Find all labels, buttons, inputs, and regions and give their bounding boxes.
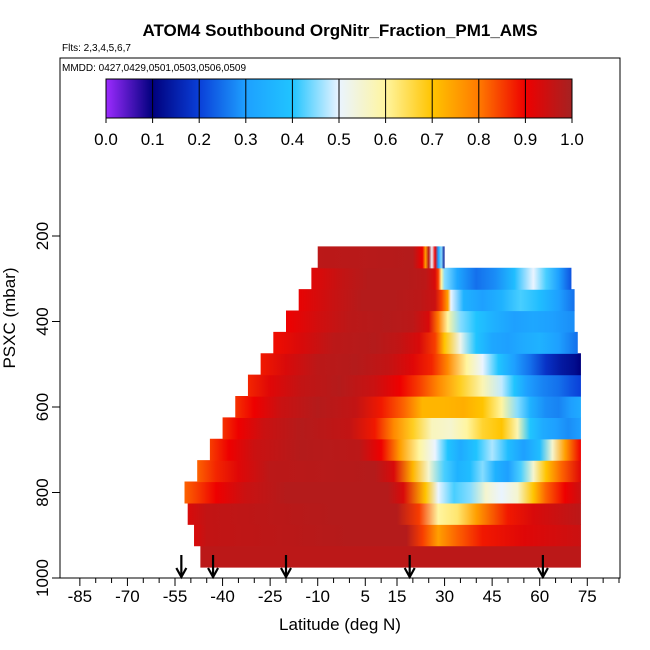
- x-axis-label: Latitude (deg N): [279, 615, 401, 634]
- profile-marker-arrowhead: [403, 567, 416, 580]
- flights-note: Flts: 2,3,4,5,6,7: [62, 43, 131, 54]
- heatmap-row: [273, 331, 578, 354]
- colorbar-tick-label: 0.3: [234, 130, 258, 149]
- colorbar-tick-label: 0.5: [327, 130, 351, 149]
- colorbar-tick-label: 0.0: [94, 130, 118, 149]
- profile-marker-arrowhead: [536, 567, 549, 580]
- heatmap-row: [197, 460, 581, 483]
- y-axis: 200 400 600 800 1000: [33, 222, 60, 597]
- x-tick-label: 60: [530, 587, 549, 606]
- colorbar-tick-label: 1.0: [560, 130, 584, 149]
- heatmap-row: [187, 502, 581, 525]
- plot-frame: [59, 57, 621, 579]
- colorbar-tick-label: 0.7: [420, 130, 444, 149]
- x-tick-label: 75: [578, 587, 597, 606]
- x-tick-label: 30: [435, 587, 454, 606]
- heatmap-row: [311, 267, 572, 290]
- heatmap-row: [286, 310, 575, 333]
- heatmap-row: [209, 438, 581, 461]
- profile-marker-arrowhead: [280, 567, 292, 580]
- y-tick-label: 600: [33, 393, 52, 421]
- x-tick-label: 15: [388, 587, 407, 606]
- y-axis-label: PSXC (mbar): [0, 267, 19, 368]
- heatmap-row: [317, 246, 445, 269]
- heatmap-layer: [184, 246, 581, 568]
- y-tick-label: 200: [33, 222, 52, 250]
- profile-marker-arrowhead: [175, 567, 188, 580]
- colorbar-tick-label: 0.9: [514, 130, 538, 149]
- profile-markers: [175, 555, 549, 580]
- colorbar-tick-label: 0.6: [374, 130, 398, 149]
- heatmap-row: [247, 374, 581, 397]
- y-tick-label: 400: [33, 307, 52, 335]
- x-tick-label: -25: [258, 587, 283, 606]
- y-tick-label: 1000: [33, 559, 52, 597]
- x-tick-label: -55: [163, 587, 188, 606]
- colorbar-tick-label: 0.1: [141, 130, 165, 149]
- x-tick-label: -70: [115, 587, 140, 606]
- y-tick-label: 800: [33, 478, 52, 506]
- heatmap-row: [184, 481, 581, 504]
- profile-marker-arrowhead: [207, 567, 220, 580]
- x-tick-label: -40: [210, 587, 235, 606]
- heatmap-row: [260, 353, 581, 376]
- dates-note: MMDD: 0427,0429,0501,0503,0506,0509: [62, 63, 246, 74]
- colorbar: 0.0 0.1 0.2 0.3 0.4 0.5 0.6 0.7 0.8 0.9 1.0: [94, 78, 584, 149]
- heatmap-row: [194, 524, 581, 547]
- colorbar-tick-label: 0.4: [281, 130, 305, 149]
- x-tick-label: -85: [68, 587, 93, 606]
- heatmap-row: [200, 545, 581, 568]
- x-tick-label: 5: [361, 587, 370, 606]
- heatmap-row: [222, 417, 581, 440]
- chart-title: ATOM4 Southbound OrgNitr_Fraction_PM1_AM…: [142, 21, 537, 40]
- heatmap-row: [298, 289, 575, 312]
- x-tick-label: -10: [305, 587, 330, 606]
- colorbar-tick-label: 0.2: [187, 130, 211, 149]
- x-tick-label: 45: [483, 587, 502, 606]
- colorbar-tick-label: 0.8: [467, 130, 491, 149]
- x-axis: -85 -70 -55 -40 -25 -10 5 15 30 45 60 75: [68, 578, 620, 606]
- heatmap-row: [235, 396, 581, 418]
